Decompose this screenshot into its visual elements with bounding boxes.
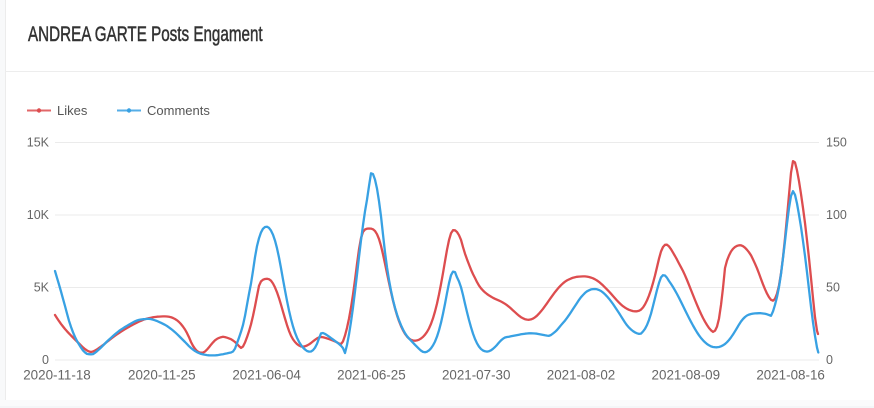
- svg-text:50: 50: [826, 281, 840, 295]
- svg-text:Comments: Comments: [147, 103, 210, 118]
- svg-text:2020-11-18: 2020-11-18: [23, 368, 91, 383]
- svg-text:2021-08-16: 2021-08-16: [756, 368, 825, 383]
- svg-text:150: 150: [826, 136, 847, 150]
- svg-text:2021-08-09: 2021-08-09: [652, 368, 721, 383]
- svg-text:0: 0: [42, 353, 49, 367]
- svg-text:2020-11-25: 2020-11-25: [128, 368, 196, 383]
- svg-text:0: 0: [826, 353, 833, 367]
- svg-text:2021-07-30: 2021-07-30: [442, 368, 511, 383]
- svg-text:2021-06-25: 2021-06-25: [337, 368, 406, 383]
- svg-text:15K: 15K: [27, 136, 50, 150]
- svg-text:2021-06-04: 2021-06-04: [232, 368, 301, 383]
- svg-text:5K: 5K: [34, 281, 50, 295]
- svg-text:2021-08-02: 2021-08-02: [547, 368, 616, 383]
- svg-text:100: 100: [826, 208, 847, 222]
- svg-text:10K: 10K: [27, 208, 50, 222]
- svg-text:Likes: Likes: [57, 103, 88, 118]
